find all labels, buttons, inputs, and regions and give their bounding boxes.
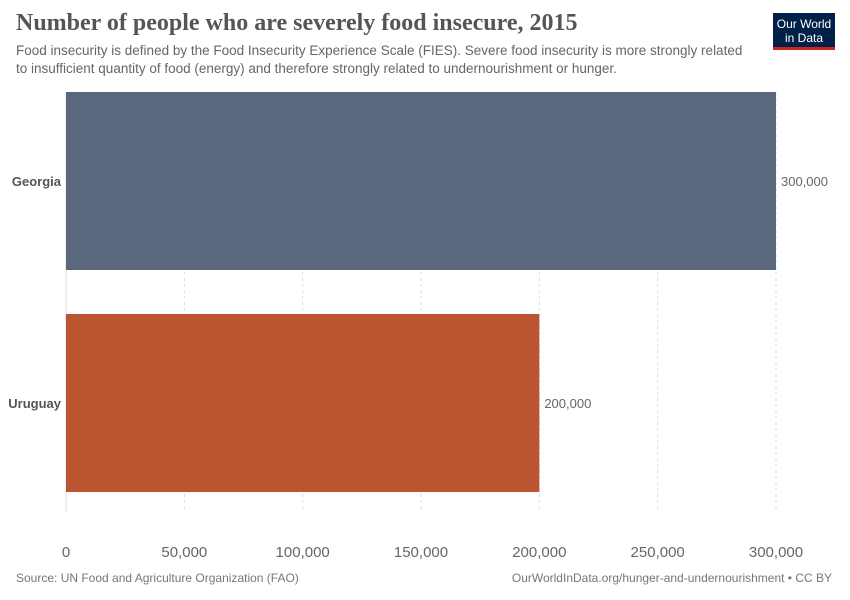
logo-line-2: in Data: [784, 31, 824, 45]
x-tick-label: 300,000: [749, 544, 803, 561]
x-axis-ticks: 0 50,000 100,000 150,000 200,000 250,000 300,0…: [62, 544, 803, 561]
x-tick-label: 250,000: [631, 544, 685, 561]
chart-subtitle: Food insecurity is defined by the Food I…: [16, 43, 743, 76]
bar-georgia[interactable]: [66, 92, 776, 270]
logo-line-1: Our World: [776, 17, 832, 31]
category-label: Georgia: [12, 174, 62, 189]
x-tick-label: 200,000: [512, 544, 566, 561]
category-label: Uruguay: [8, 396, 62, 411]
labels: Georgia 300,000 Uruguay 200,000: [8, 174, 828, 411]
bars: [66, 92, 776, 492]
x-tick-label: 0: [62, 544, 70, 561]
x-tick-label: 100,000: [276, 544, 330, 561]
x-tick-label: 150,000: [394, 544, 448, 561]
source-url-link[interactable]: OurWorldInData.org/hunger-and-undernouri…: [511, 571, 832, 585]
x-tick-label: 50,000: [161, 544, 207, 561]
chart-title: Number of people who are severely food i…: [16, 10, 578, 36]
value-label: 300,000: [781, 174, 828, 189]
value-label: 200,000: [544, 396, 591, 411]
bar-uruguay[interactable]: [66, 314, 540, 492]
source-note: Source: UN Food and Agriculture Organiza…: [16, 571, 299, 585]
owid-logo[interactable]: Our World in Data: [773, 13, 835, 50]
